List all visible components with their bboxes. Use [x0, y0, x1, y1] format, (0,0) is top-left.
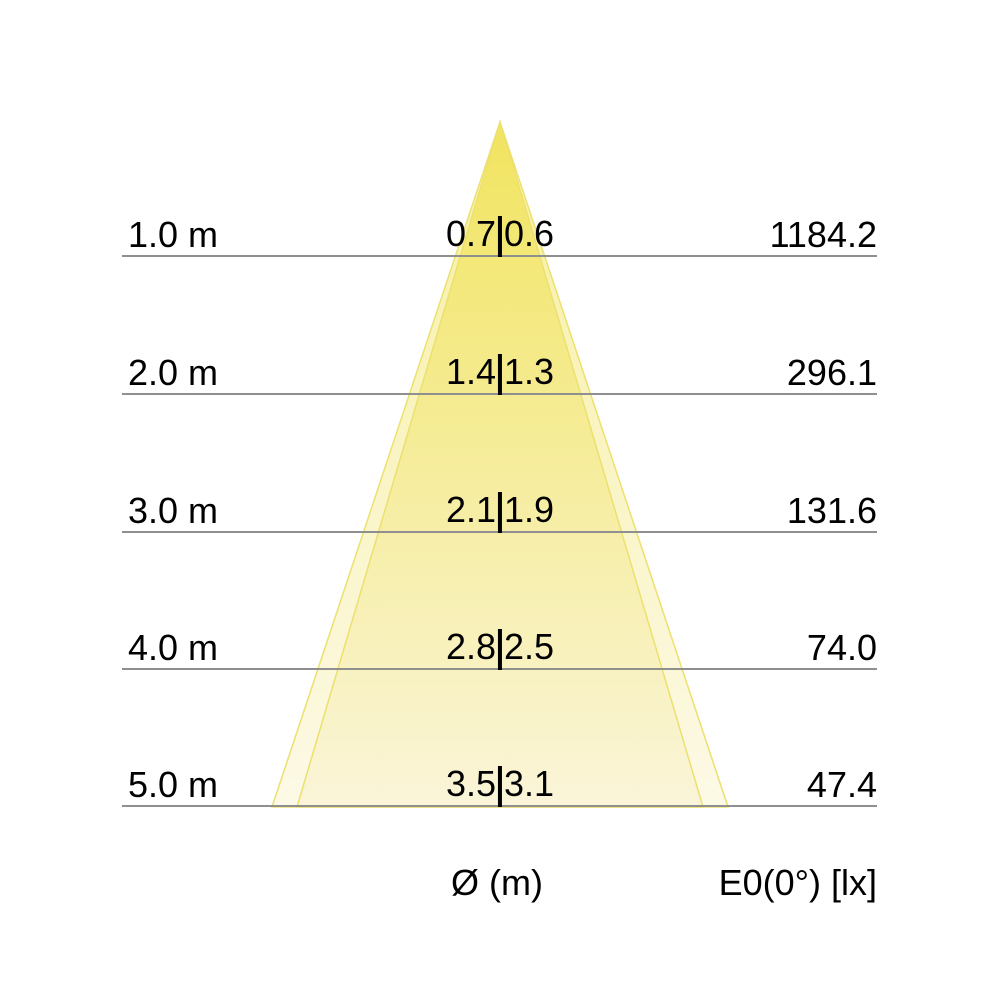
inner-beam-triangle [295, 119, 705, 808]
